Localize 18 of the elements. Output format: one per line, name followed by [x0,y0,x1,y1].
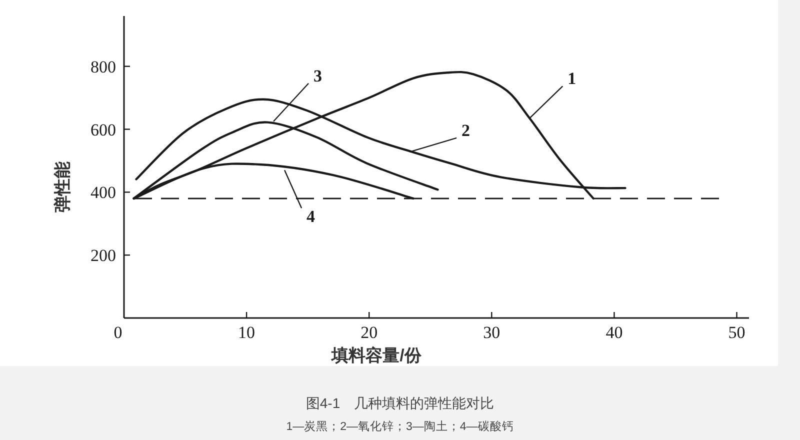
x-tick-label: 0 [114,323,122,342]
y-tick-label: 200 [90,246,116,266]
annotation: 4 [306,207,316,226]
x-axis-title: 填料容量/份 [330,346,422,365]
y-axis-title: 弹性能 [53,162,72,212]
x-tick-label: 20 [360,323,378,342]
annotation: 1 [568,69,576,88]
y-tick-label: 600 [90,120,116,140]
annotation: 3 [314,66,322,86]
annotation: 2 [462,120,470,140]
y-tick-label: 400 [90,183,116,202]
x-tick-label: 40 [606,323,623,342]
x-tick-label: 50 [728,323,746,342]
y-tick-label: 800 [90,57,116,76]
x-tick-label: 10 [238,323,256,342]
text: 图4-1 几种填料的弹性能对比 [306,395,494,411]
text: 1—炭黑；2—氧化锌；3—陶土；4—碳酸钙 [286,420,514,433]
x-tick-label: 30 [483,323,500,342]
